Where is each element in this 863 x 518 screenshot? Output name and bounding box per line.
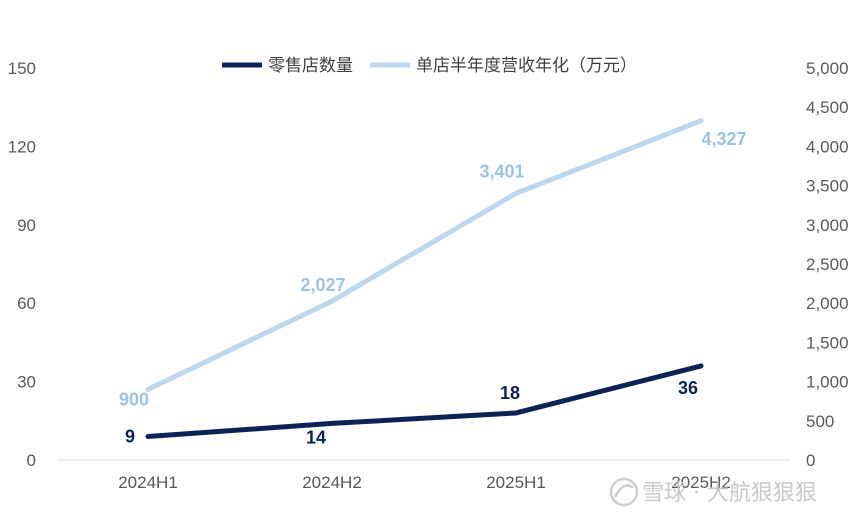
y-right-tick-label: 3,500 (806, 177, 849, 196)
data-label-retail-store-count: 14 (306, 427, 326, 447)
x-tick-label: 2024H2 (302, 473, 362, 492)
legend: 零售店数量 单店半年度营收年化（万元） (222, 56, 637, 76)
y-right-tick-label: 4,000 (806, 137, 849, 156)
y-left-tick-label: 90 (17, 216, 36, 235)
series-line-annualized-revenue (145, 118, 704, 392)
series-layer (145, 118, 704, 439)
data-label-retail-store-count: 18 (500, 383, 520, 403)
data-label-retail-store-count: 36 (678, 378, 698, 398)
y-left-tick-label: 0 (27, 451, 36, 470)
right-axis: 0 500 1,000 1,500 2,000 2,500 3,000 3,500 4,000 4… (806, 59, 849, 470)
y-right-tick-label: 0 (806, 451, 815, 470)
y-left-tick-label: 60 (17, 294, 36, 313)
data-label-annualized-revenue: 3,401 (479, 161, 524, 181)
y-right-tick-label: 2,500 (806, 255, 849, 274)
x-tick-label: 2025H2 (671, 473, 731, 492)
data-label-annualized-revenue: 2,027 (300, 275, 345, 295)
watermark-logo-icon (609, 477, 639, 507)
y-right-tick-label: 1,500 (806, 333, 849, 352)
left-axis: 0 30 60 90 120 150 (8, 59, 36, 470)
watermark-text: 雪球 · 大航狠狠狠 (642, 481, 817, 506)
y-left-tick-label: 150 (8, 59, 36, 78)
legend-label-retail-store-count: 零售店数量 (268, 56, 353, 76)
y-right-tick-label: 5,000 (806, 59, 849, 78)
y-right-tick-label: 4,500 (806, 98, 849, 117)
y-right-tick-label: 3,000 (806, 216, 849, 235)
data-label-annualized-revenue: 900 (119, 389, 149, 409)
watermark: 雪球 · 大航狠狠狠 (609, 477, 817, 507)
y-left-tick-label: 30 (17, 373, 36, 392)
x-tick-label: 2024H1 (118, 473, 178, 492)
legend-label-annualized-revenue: 单店半年度营收年化（万元） (416, 56, 637, 76)
data-label-annualized-revenue: 4,327 (701, 129, 746, 149)
y-right-tick-label: 2,000 (806, 294, 849, 313)
data-labels: 900 2,027 3,401 4,327 9 14 18 36 (119, 129, 747, 448)
series-line-retail-store-count (145, 363, 704, 439)
x-tick-label: 2025H1 (486, 473, 546, 492)
y-right-tick-label: 500 (806, 412, 834, 431)
x-axis: 2024H1 2024H2 2025H1 2025H2 (118, 473, 731, 492)
y-right-tick-label: 1,000 (806, 373, 849, 392)
data-label-retail-store-count: 9 (125, 426, 135, 446)
y-left-tick-label: 120 (8, 137, 36, 156)
